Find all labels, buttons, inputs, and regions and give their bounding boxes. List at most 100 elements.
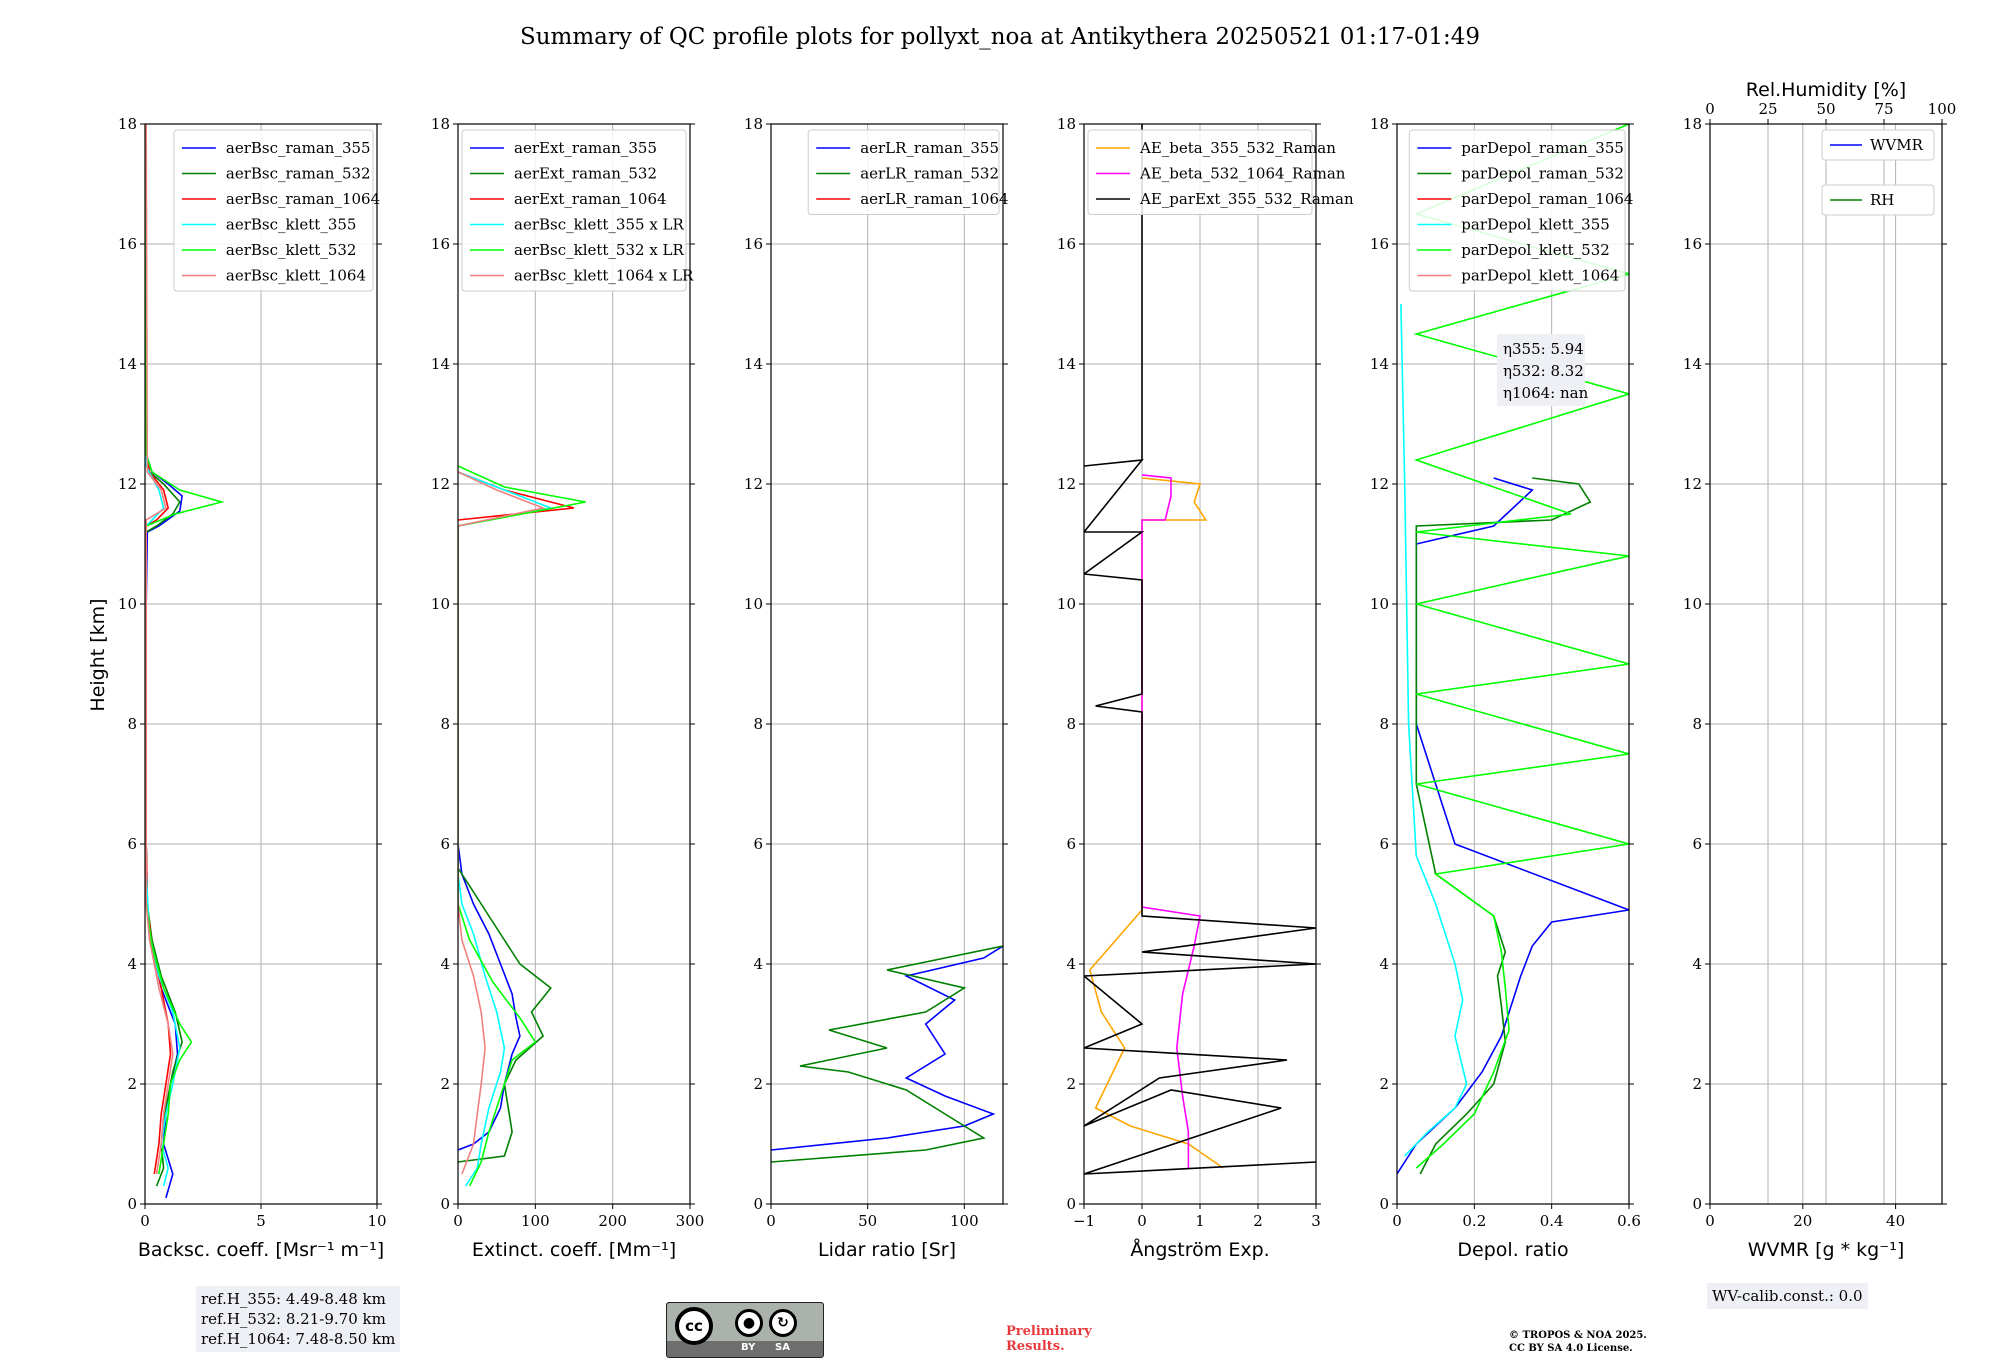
series-line-pardepol-klett-355 (1400, 303, 1468, 1157)
panel-lr: 0 2 4 6 8 10 12 14 16 18 0 50 100 Lidar ratio [Sr] aer… (744, 115, 1009, 1261)
refh-532: ref.H_532: 8.21-9.70 km (201, 1310, 386, 1328)
y-tick-label: 18 (1370, 115, 1389, 133)
y-tick-label: 6 (1379, 835, 1389, 853)
legend-box (807, 129, 1000, 215)
legend-label: parDepol_raman_355 (1461, 139, 1624, 157)
legend-label: parDepol_klett_532 (1461, 241, 1610, 259)
legend-label: aerExt_raman_532 (514, 165, 657, 183)
eta-annotation-line: η1064: nan (1503, 384, 1589, 402)
x-tick-label: 0 (766, 1212, 776, 1230)
y-tick-label: 4 (1379, 955, 1389, 973)
x-axis-label: Backsc. coeff. [Msr⁻¹ m⁻¹] (138, 1239, 384, 1261)
x-axis-label: Extinct. coeff. [Mm⁻¹] (472, 1239, 676, 1261)
x-tick-label: 0 (1137, 1212, 1147, 1230)
series-line-pardepol-raman-355 (1397, 477, 1629, 1175)
plot-frame (457, 123, 691, 1205)
y-tick-label: 16 (1057, 235, 1076, 253)
x2-tick-label: 0 (1705, 100, 1715, 118)
x-tick-label: 5 (256, 1212, 266, 1230)
sa-share-alike-icon: ↻ (769, 1309, 797, 1337)
x2-tick-label: 100 (1928, 100, 1957, 118)
plot-frame (1396, 123, 1630, 1205)
series-line-aerlr-raman-532 (771, 945, 1003, 1163)
x-tick-label: 20 (1793, 1212, 1812, 1230)
qc-profile-figure: Summary of QC profile plots for pollyxt_… (87, 24, 1957, 1261)
y-tick-label: 2 (1066, 1075, 1076, 1093)
legend-label: aerBsc_klett_532 (226, 241, 357, 259)
copyright-line-2: CC BY SA 4.0 License. (1509, 1343, 1633, 1354)
x-tick-label: 200 (598, 1212, 627, 1230)
series-group (771, 945, 1003, 1163)
y-axis-label: Height [km] (87, 598, 109, 711)
y-tick-label: 18 (118, 115, 137, 133)
legend-label: aerExt_raman_1064 (514, 190, 667, 208)
y-tick-label: 2 (1692, 1075, 1702, 1093)
cc-icon: cc (675, 1307, 713, 1345)
x-tick-label: 0.4 (1540, 1212, 1564, 1230)
figure-title: Summary of QC profile plots for pollyxt_… (520, 24, 1480, 50)
series-group (1397, 124, 1629, 1175)
legend-box (1821, 184, 1935, 216)
y-tick-label: 18 (1057, 115, 1076, 133)
y-tick-label: 10 (118, 595, 137, 613)
series-line-pardepol-raman-532 (1415, 477, 1592, 1175)
legend-label: aerBsc_raman_355 (226, 139, 371, 157)
y-tick-label: 4 (1692, 955, 1702, 973)
y-tick-label: 4 (440, 955, 450, 973)
y-tick-label: 6 (1692, 835, 1702, 853)
cc-license-badge: cc ● ↻ BY SA (666, 1302, 824, 1358)
series-group (1084, 124, 1316, 1175)
x-tick-label: 2 (1253, 1212, 1263, 1230)
reference-height-box: ref.H_355: 4.49-8.48 km ref.H_532: 8.21-9… (196, 1286, 401, 1352)
by-person-icon: ● (735, 1309, 763, 1337)
y-tick-label: 10 (1683, 595, 1702, 613)
panel-bsc: 0 2 4 6 8 10 12 14 16 18 0 5 10 Backsc. coeff. [Msr⁻¹… (118, 115, 387, 1261)
y-tick-label: 16 (1370, 235, 1389, 253)
legend-label: AE_beta_532_1064_Raman (1139, 165, 1346, 183)
y-tick-label: 6 (1066, 835, 1076, 853)
preliminary-results-note: Preliminary Results. (1006, 1324, 1092, 1354)
eta-annotation-box (1497, 334, 1585, 406)
y-tick-label: 16 (431, 235, 450, 253)
legend-label: parDepol_klett_355 (1461, 216, 1610, 234)
series-line-aerbsc-klett-532 (145, 124, 225, 1175)
y-tick-label: 0 (753, 1195, 763, 1213)
y-tick-label: 10 (1057, 595, 1076, 613)
x2-tick-label: 25 (1758, 100, 1777, 118)
legend-label: AE_beta_355_532_Raman (1139, 139, 1336, 157)
y-tick-label: 12 (118, 475, 137, 493)
y-tick-label: 14 (1057, 355, 1076, 373)
x-axis-label: Lidar ratio [Sr] (818, 1239, 956, 1261)
legend-label: aerLR_raman_532 (860, 165, 999, 183)
y-tick-label: 12 (1370, 475, 1389, 493)
series-line-aerbsc-klett-1064 (145, 124, 174, 1175)
x-tick-label: 0 (1705, 1212, 1715, 1230)
series-line-aerbsc-klett-1064-x-lr (458, 471, 546, 1175)
y-tick-label: 10 (431, 595, 450, 613)
y-tick-label: 6 (753, 835, 763, 853)
y-tick-label: 8 (1692, 715, 1702, 733)
y-tick-label: 8 (1379, 715, 1389, 733)
y-tick-label: 2 (127, 1075, 137, 1093)
series-group (145, 124, 225, 1199)
legend-label: parDepol_raman_1064 (1461, 190, 1633, 208)
series-line-aerbsc-klett-355-x-lr (458, 471, 554, 1187)
y-tick-label: 12 (744, 475, 763, 493)
legend-label: parDepol_klett_1064 (1461, 267, 1619, 285)
eta-annotation-line: η532: 8.32 (1503, 362, 1584, 380)
x-tick-label: 0 (453, 1212, 463, 1230)
y-tick-label: 8 (440, 715, 450, 733)
y-tick-label: 4 (127, 955, 137, 973)
y-tick-label: 0 (1692, 1195, 1702, 1213)
series-line-aerext-raman-532 (458, 867, 552, 1163)
y-tick-label: 0 (1066, 1195, 1076, 1213)
series-line-ae-beta-532-1064-raman (1141, 474, 1201, 1168)
y-tick-label: 16 (744, 235, 763, 253)
x-tick-label: 10 (367, 1212, 386, 1230)
series-line-aerbsc-klett-532-x-lr (458, 465, 586, 1187)
y-tick-label: 0 (440, 1195, 450, 1213)
legend-label: AE_parExt_355_532_Raman (1139, 190, 1354, 208)
preliminary-line-2: Results. (1006, 1339, 1065, 1354)
copyright-note: © TROPOS & NOA 2025. CC BY SA 4.0 Licens… (1509, 1329, 1647, 1355)
